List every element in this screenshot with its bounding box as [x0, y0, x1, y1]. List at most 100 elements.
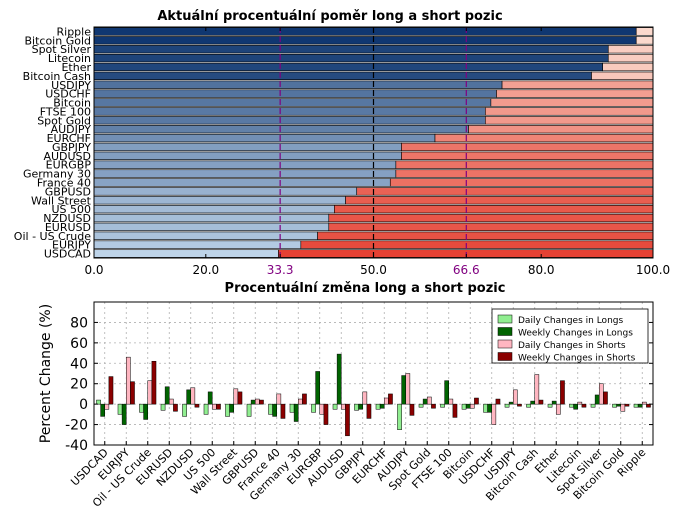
bar-daily-changes-in-shorts-ripple — [642, 401, 647, 405]
bar-weekly-changes-in-shorts-ripple — [646, 403, 651, 408]
bar-daily-changes-in-longs-ripple — [633, 403, 639, 408]
long-bar-wall-street — [93, 196, 346, 205]
category-label-bitcoin-gold: Bitcoin Gold — [24, 34, 91, 47]
bar-daily-changes-in-shorts-ftse-100 — [448, 398, 454, 405]
long-bar-eurgbp — [93, 160, 397, 169]
long-bar-spot-gold — [93, 116, 486, 125]
bar-weekly-changes-in-shorts-audjpy — [409, 403, 415, 416]
category-label-ftse-100: FTSE 100 — [40, 105, 91, 118]
bar-weekly-changes-in-shorts-eurjpy — [130, 381, 135, 405]
x-tick-label: 66.6 — [453, 263, 480, 277]
short-bar-eurgbp — [395, 160, 654, 169]
category-label-audusd: AUDUSD — [43, 150, 91, 163]
category-label-eurjpy: EURJPY — [52, 239, 91, 252]
bar-weekly-changes-in-shorts-eurchf — [388, 393, 393, 405]
legend-swatch-weekly-changes-in-longs — [497, 327, 513, 336]
bottom-plot-frame — [93, 301, 654, 446]
category-label-eurusd: EURUSD — [45, 221, 91, 234]
bar-daily-changes-in-shorts-gbpjpy — [362, 391, 368, 405]
category-label-france-40: France 40 — [37, 176, 91, 189]
bar-daily-changes-in-longs-usdcad — [96, 399, 101, 405]
bar-daily-changes-in-longs-eurchf — [375, 403, 381, 410]
short-bar-germany-30 — [395, 169, 654, 178]
x-tick-label: 20.0 — [192, 263, 219, 277]
short-bar-france-40 — [389, 178, 654, 187]
long-bar-ether — [93, 62, 603, 72]
bar-daily-changes-in-shorts-litecoin — [577, 401, 583, 405]
category-label-nzdusd: NZDUSD — [43, 212, 91, 225]
bar-weekly-changes-in-longs-oil-us-crude — [143, 403, 149, 420]
short-bar-ftse-100 — [484, 107, 654, 116]
bar-weekly-changes-in-longs-us-500 — [207, 391, 213, 405]
long-bar-bitcoin — [93, 98, 492, 107]
long-bar-audusd — [93, 151, 402, 160]
bar-daily-changes-in-shorts-bitcoin-gold — [620, 403, 626, 412]
bar-weekly-changes-in-longs-eurjpy — [121, 403, 127, 425]
x-tick-label: 50.0 — [360, 263, 387, 277]
bar-daily-changes-in-shorts-usdcad — [104, 403, 110, 410]
bar-daily-changes-in-longs-usdchf — [483, 403, 488, 413]
bar-daily-changes-in-longs-nzdusd — [182, 403, 187, 417]
bar-daily-changes-in-longs-bitcoin-cash — [526, 403, 531, 408]
bar-daily-changes-in-longs-france-40 — [268, 403, 273, 415]
short-bar-us-500 — [334, 204, 654, 214]
short-bar-bitcoin — [490, 98, 654, 107]
bar-weekly-changes-in-shorts-bitcoin-gold — [624, 403, 630, 407]
bar-daily-changes-in-longs-ether — [547, 403, 553, 408]
short-bar-oil-us-crude — [317, 231, 654, 240]
bar-weekly-changes-in-longs-germany-30 — [293, 403, 299, 422]
y-tick-label: 60 — [70, 336, 88, 352]
long-bar-litecoin — [93, 53, 609, 63]
long-bar-eurusd — [93, 222, 330, 232]
category-label-us-500: US 500 — [51, 203, 91, 216]
long-bar-audjpy — [93, 125, 469, 134]
x-tick-label: 33.3 — [267, 263, 294, 277]
category-label-usdjpy: USDJPY — [51, 79, 91, 92]
long-bar-ftse-100 — [93, 107, 486, 116]
y-tick-label: -20 — [65, 418, 88, 434]
legend-swatch-daily-changes-in-longs — [497, 314, 513, 324]
bar-daily-changes-in-longs-germany-30 — [289, 403, 295, 413]
long-bar-germany-30 — [93, 169, 397, 178]
bar-weekly-changes-in-shorts-audusd — [345, 403, 350, 437]
category-label-spot-gold: Spot Gold — [37, 114, 91, 127]
long-bar-bitcoin-gold — [93, 36, 637, 45]
short-bar-gbpjpy — [401, 142, 654, 152]
bar-weekly-changes-in-shorts-bitcoin-cash — [538, 399, 544, 405]
long-bar-france-40 — [93, 178, 391, 187]
bar-weekly-changes-in-shorts-bitcoin — [474, 397, 479, 405]
short-bar-ether — [602, 62, 654, 72]
long-bar-usdchf — [93, 89, 497, 98]
bar-daily-changes-in-longs-wall-street — [225, 403, 230, 417]
bar-daily-changes-in-longs-audusd — [332, 403, 338, 410]
bar-daily-changes-in-longs-ftse-100 — [440, 403, 445, 408]
bar-weekly-changes-in-shorts-nzdusd — [194, 403, 200, 408]
long-bar-nzdusd — [93, 213, 330, 223]
short-bar-ripple — [635, 27, 654, 36]
category-label-oil-us-crude: Oil - US Crude — [14, 230, 91, 243]
bar-weekly-changes-in-longs-gbpusd — [250, 399, 256, 405]
bar-daily-changes-in-shorts-ether — [556, 403, 561, 415]
bar-weekly-changes-in-longs-france-40 — [272, 403, 278, 417]
bar-daily-changes-in-shorts-nzdusd — [190, 387, 196, 405]
y-tick-label: 0 — [79, 397, 88, 413]
bar-daily-changes-in-shorts-usdchf — [491, 403, 497, 425]
bar-daily-changes-in-shorts-usdjpy — [513, 389, 518, 405]
short-bar-eurjpy — [300, 240, 654, 249]
long-bar-spot-silver — [93, 45, 609, 54]
bar-weekly-changes-in-shorts-usdjpy — [517, 403, 522, 407]
bar-daily-changes-in-shorts-germany-30 — [298, 398, 303, 405]
bar-weekly-changes-in-longs-ripple — [637, 403, 643, 408]
long-bar-bitcoin-cash — [93, 71, 592, 81]
category-label-ether: Ether — [61, 61, 91, 74]
bar-daily-changes-in-shorts-eurusd — [169, 398, 174, 405]
bar-weekly-changes-in-longs-eurusd — [164, 386, 170, 405]
category-label-bitcoin-cash: Bitcoin Cash — [23, 70, 91, 83]
short-bar-bitcoin-cash — [591, 71, 654, 81]
y-axis-label: Percent Change (%) — [38, 304, 54, 443]
bar-daily-changes-in-shorts-eurjpy — [126, 356, 131, 405]
category-label-bitcoin: Bitcoin — [53, 97, 91, 110]
